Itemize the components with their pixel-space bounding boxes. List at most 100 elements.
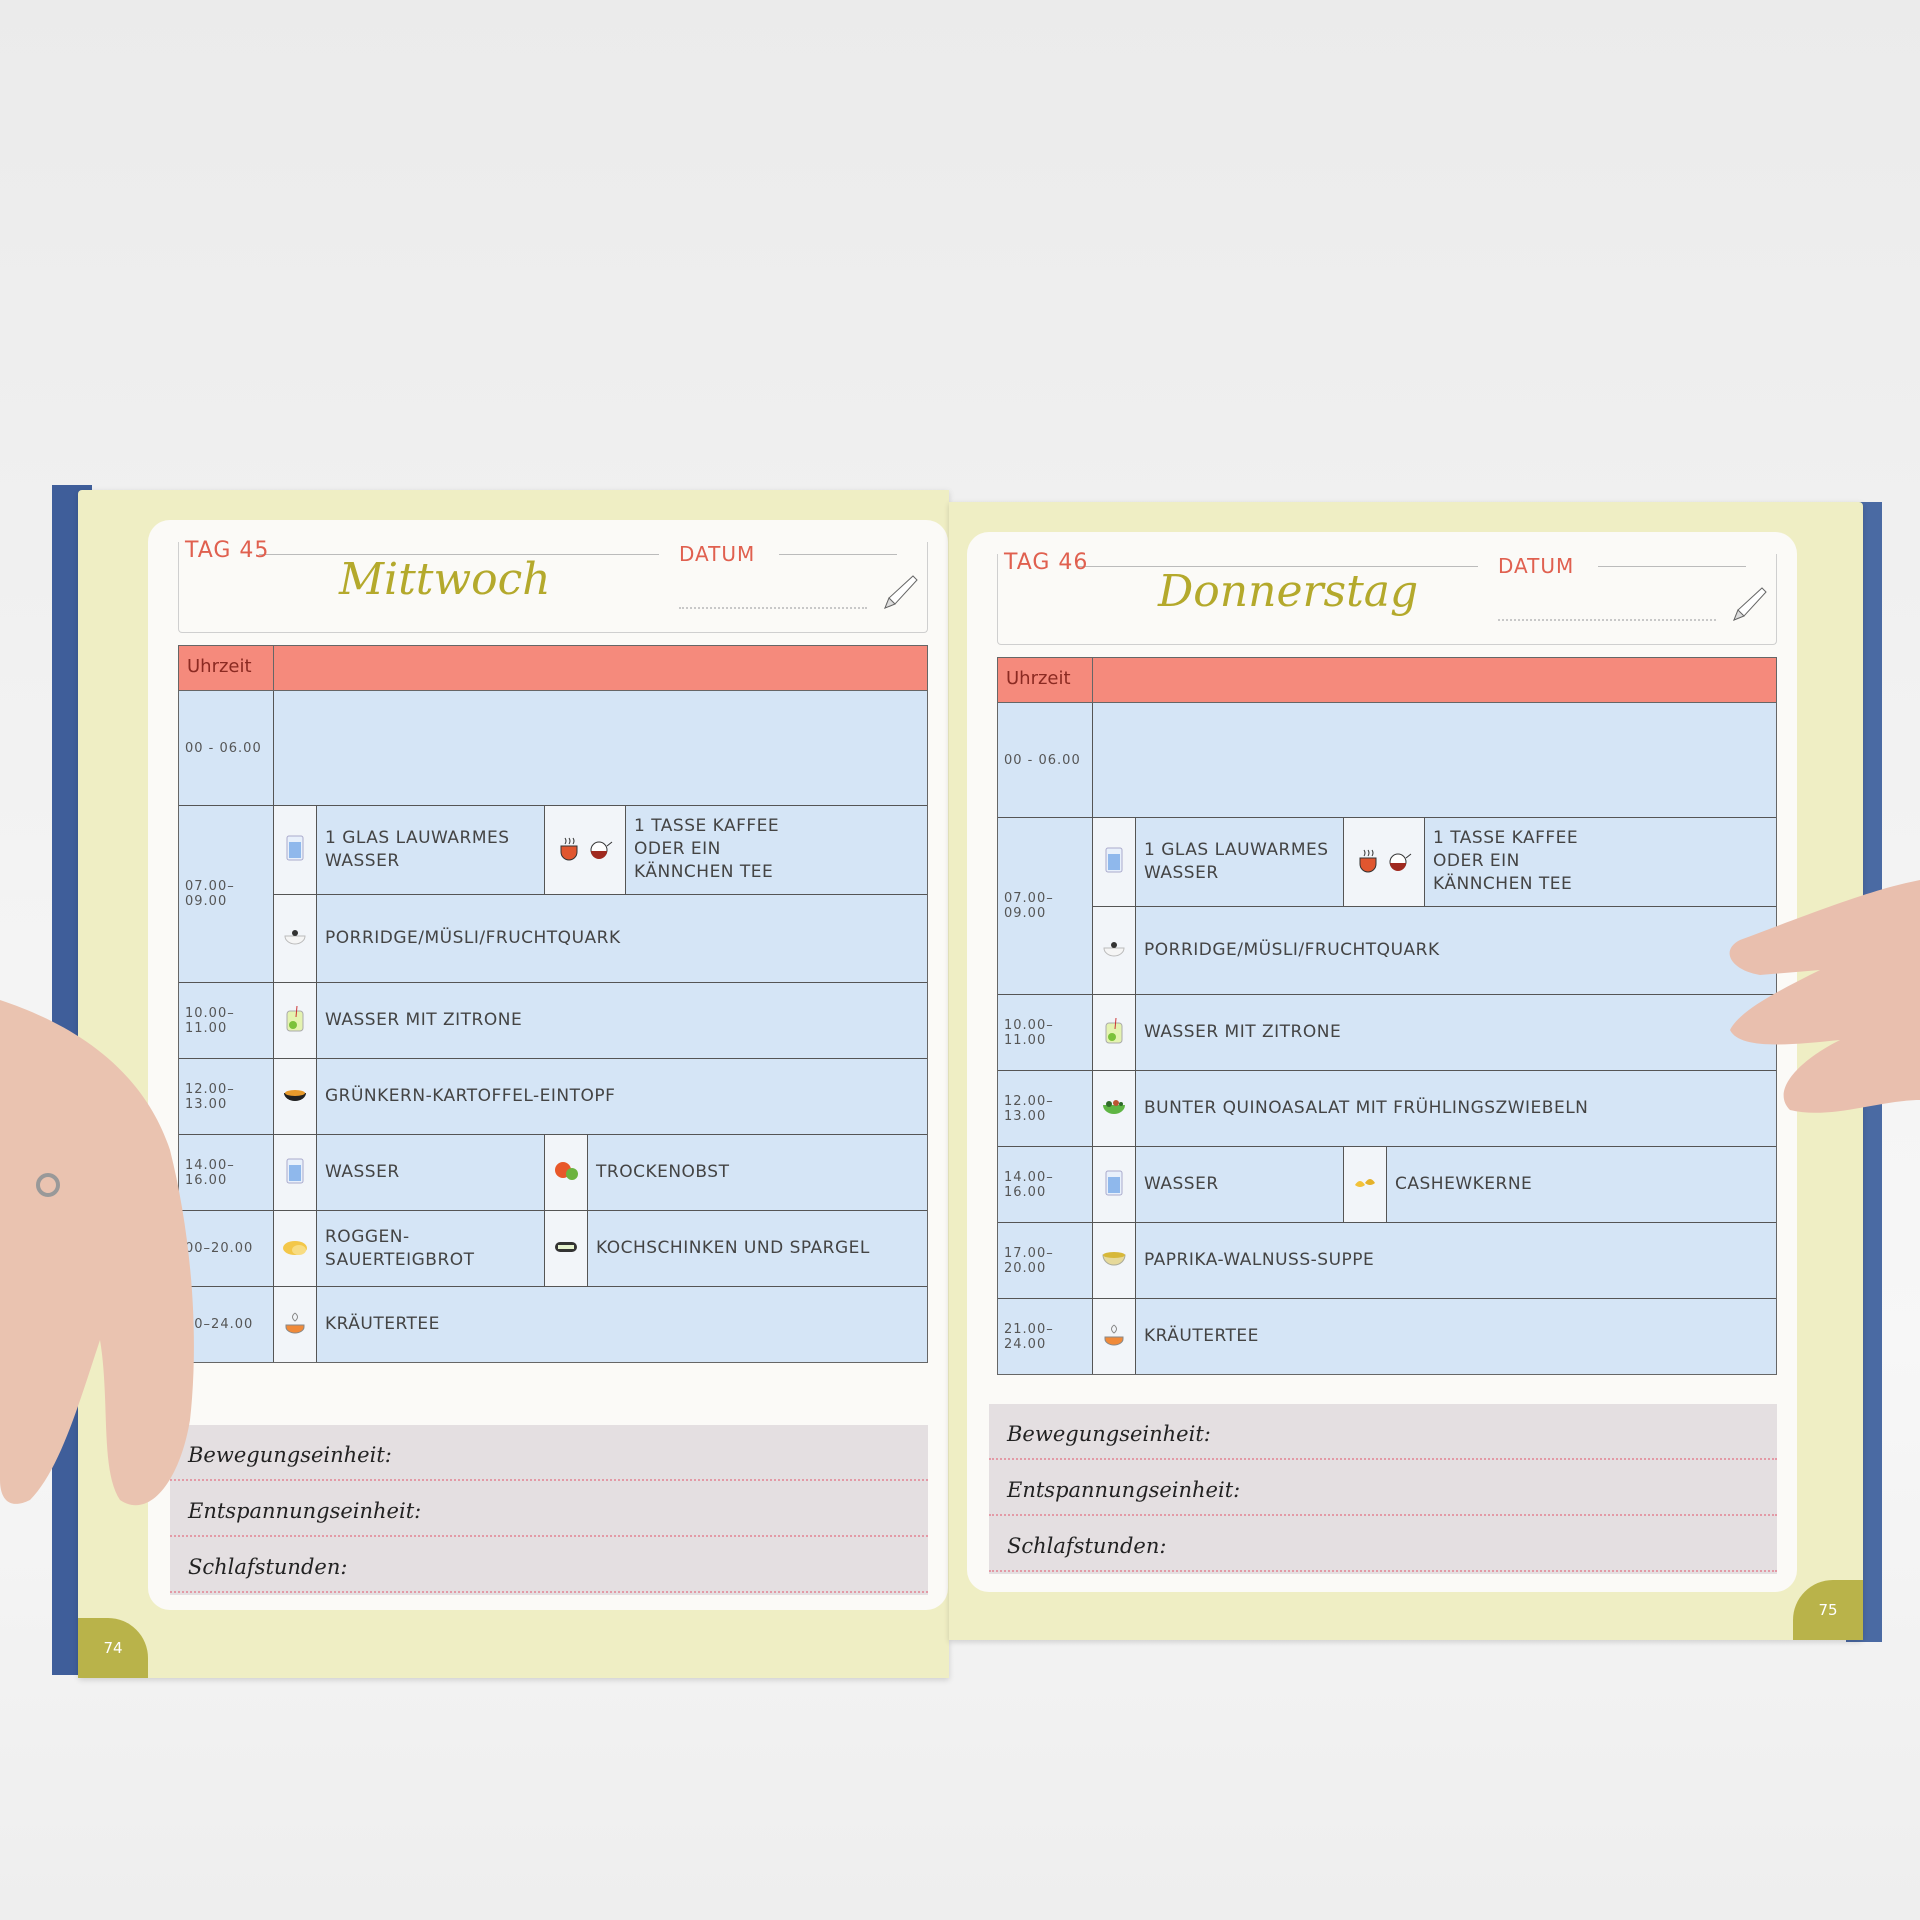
- day-header: TAG 46 Donnerstag DATUM: [997, 550, 1777, 645]
- time-column-header: Uhrzeit: [998, 658, 1093, 702]
- notes-line-movement[interactable]: Bewegungseinheit:: [989, 1404, 1777, 1460]
- row-entries: KRÄUTERTEE: [274, 1287, 927, 1362]
- meal-entry: 1 GLAS LAUWARMES WASSER: [274, 806, 544, 894]
- notes-line-movement[interactable]: Bewegungseinheit:: [170, 1425, 928, 1481]
- entry-line: PAPRIKA-WALNUSS-SUPPE: [1093, 1223, 1776, 1298]
- day-number: TAG 45: [185, 538, 270, 563]
- entry-line: ROGGEN-SAUERTEIGBROT KOCHSCHINKEN UND SPA…: [274, 1211, 927, 1286]
- table-row: 07.00–09.00 1 GLAS LAUWARMES WASSER 1 TASS…: [998, 818, 1776, 995]
- table-row: 07.00–09.00 1 GLAS LAUWARMES WASSER 1 TASS…: [179, 806, 927, 983]
- icon-cell: [274, 894, 317, 982]
- table-row: 00 - 06.00: [998, 703, 1776, 818]
- page-right: TAG 46 Donnerstag DATUM Uhrzeit 00 - 06.00 07…: [949, 502, 1863, 1640]
- table-row: 14.00–16.00 WASSER CASHEWKERNE: [998, 1147, 1776, 1223]
- row-entries: [274, 691, 927, 805]
- meal-entry: KRÄUTERTEE: [274, 1287, 927, 1362]
- icon-cell: [1093, 818, 1136, 906]
- table-row: 17.00–20.00 PAPRIKA-WALNUSS-SUPPE: [998, 1223, 1776, 1299]
- time-slot: 12.00–13.00: [998, 1071, 1093, 1146]
- meal-entry: GRÜNKERN-KARTOFFEL-EINTOPF: [274, 1059, 927, 1134]
- meal-entry: TROCKENOBST: [544, 1135, 927, 1210]
- date-write-line[interactable]: [679, 607, 867, 609]
- entry-text: 1 TASSE KAFFEE ODER EIN KÄNNCHEN TEE: [634, 816, 780, 883]
- entry-line: PORRIDGE/MÜSLI/FRUCHTQUARK: [274, 894, 927, 982]
- divider: [1598, 566, 1746, 567]
- entry-text: KRÄUTERTEE: [325, 1314, 440, 1335]
- notes-section: Bewegungseinheit: Entspannungseinheit: Sch…: [989, 1404, 1777, 1574]
- row-entries: KRÄUTERTEE: [1093, 1299, 1776, 1374]
- water-glass-icon: [1101, 1169, 1127, 1201]
- table-row: 10.00–11.00 WASSER MIT ZITRONE: [998, 995, 1776, 1071]
- schedule-table: Uhrzeit 00 - 06.00 07.00–09.00 1 GLAS LAUWA…: [178, 645, 928, 1363]
- page-number: 74: [78, 1618, 148, 1678]
- time-slot: 00 - 06.00: [998, 703, 1093, 817]
- icon-cell: [1093, 906, 1136, 994]
- entry-line: 1 GLAS LAUWARMES WASSER 1 TASSE KAFFEE OD…: [1093, 818, 1776, 907]
- page-left: TAG 45 Mittwoch DATUM Uhrzeit 00 - 06.00 07.0…: [78, 490, 949, 1678]
- row-entries: GRÜNKERN-KARTOFFEL-EINTOPF: [274, 1059, 927, 1134]
- meal-entry: WASSER MIT ZITRONE: [274, 983, 927, 1058]
- row-entries: PAPRIKA-WALNUSS-SUPPE: [1093, 1223, 1776, 1298]
- meal-entry: WASSER MIT ZITRONE: [1093, 995, 1776, 1070]
- salad-bowl-icon: [1101, 1093, 1127, 1125]
- tea-cup-icon: [1356, 846, 1382, 878]
- entry-text: WASSER: [1144, 1174, 1219, 1195]
- icon-cell: [1093, 1299, 1136, 1374]
- meal-entry: BUNTER QUINOASALAT MIT FRÜHLINGSZWIEBELN: [1093, 1071, 1776, 1146]
- date-write-line[interactable]: [1498, 619, 1716, 621]
- meal-entry: PORRIDGE/MÜSLI/FRUCHTQUARK: [1093, 906, 1776, 994]
- notes-line-relaxation[interactable]: Entspannungseinheit:: [170, 1481, 928, 1537]
- table-row: 00–20.00 ROGGEN-SAUERTEIGBROT KOCHSCHINKEN…: [179, 1211, 927, 1287]
- entry-text: CASHEWKERNE: [1395, 1174, 1533, 1195]
- time-slot: 10.00–11.00: [998, 995, 1093, 1070]
- entry-line: GRÜNKERN-KARTOFFEL-EINTOPF: [274, 1059, 927, 1134]
- water-glass-icon: [282, 834, 308, 866]
- row-entries: WASSER MIT ZITRONE: [274, 983, 927, 1058]
- fruit-icon: [553, 1157, 579, 1189]
- table-row: 10.00–11.00 WASSER MIT ZITRONE: [179, 983, 927, 1059]
- time-slot: 00 - 06.00: [179, 691, 274, 805]
- row-entries: ROGGEN-SAUERTEIGBROT KOCHSCHINKEN UND SPA…: [274, 1211, 927, 1286]
- date-label: DATUM: [1498, 554, 1575, 578]
- time-slot: 21.00–24.00: [998, 1299, 1093, 1374]
- meal-entry: PAPRIKA-WALNUSS-SUPPE: [1093, 1223, 1776, 1298]
- entry-line: WASSER MIT ZITRONE: [274, 983, 927, 1058]
- time-slot: 14.00–16.00: [998, 1147, 1093, 1222]
- entry-line: [274, 691, 927, 805]
- notes-line-sleep[interactable]: Schlafstunden:: [989, 1516, 1777, 1572]
- entry-text: WASSER: [325, 1162, 400, 1183]
- teapot-icon: [1386, 846, 1412, 878]
- time-column-header: Uhrzeit: [179, 646, 274, 690]
- entry-text: PORRIDGE/MÜSLI/FRUCHTQUARK: [325, 927, 621, 948]
- row-entries: [1093, 703, 1776, 817]
- entry-line: KRÄUTERTEE: [274, 1287, 927, 1362]
- notes-line-relaxation[interactable]: Entspannungseinheit:: [989, 1460, 1777, 1516]
- entry-text: KRÄUTERTEE: [1144, 1326, 1259, 1347]
- day-number: TAG 46: [1004, 550, 1089, 575]
- weekday-title: Mittwoch: [339, 554, 551, 605]
- table-header: Uhrzeit: [998, 658, 1776, 703]
- tea-cup-icon: [557, 834, 583, 866]
- row-entries: WASSER TROCKENOBST: [274, 1135, 927, 1210]
- herbal-tea-icon: [1101, 1321, 1127, 1353]
- meal-entry: KRÄUTERTEE: [1093, 1299, 1776, 1374]
- notes-section: Bewegungseinheit: Entspannungseinheit: Sch…: [170, 1425, 928, 1595]
- entry-text: BUNTER QUINOASALAT MIT FRÜHLINGSZWIEBELN: [1144, 1098, 1589, 1119]
- schedule-table: Uhrzeit 00 - 06.00 07.00–09.00 1 GLAS LAUWA…: [997, 657, 1777, 1375]
- meal-entry: 1 GLAS LAUWARMES WASSER: [1093, 818, 1343, 906]
- time-slot: 00–24.00: [179, 1287, 274, 1362]
- table-row: 12.00–13.00 GRÜNKERN-KARTOFFEL-EINTOPF: [179, 1059, 927, 1135]
- table-row: 00 - 06.00: [179, 691, 927, 806]
- row-entries: 1 GLAS LAUWARMES WASSER 1 TASSE KAFFEE OD…: [1093, 818, 1776, 994]
- notes-line-sleep[interactable]: Schlafstunden:: [170, 1537, 928, 1593]
- entry-text: 1 GLAS LAUWARMES WASSER: [1144, 839, 1329, 883]
- divider: [259, 554, 659, 555]
- icon-cell: [1344, 1147, 1387, 1222]
- meal-entry: PORRIDGE/MÜSLI/FRUCHTQUARK: [274, 894, 927, 982]
- table-row: 00–24.00 KRÄUTERTEE: [179, 1287, 927, 1362]
- entry-line: BUNTER QUINOASALAT MIT FRÜHLINGSZWIEBELN: [1093, 1071, 1776, 1146]
- entry-text: GRÜNKERN-KARTOFFEL-EINTOPF: [325, 1086, 616, 1107]
- row-entries: WASSER MIT ZITRONE: [1093, 995, 1776, 1070]
- divider: [779, 554, 897, 555]
- icon-cell: [1093, 1071, 1136, 1146]
